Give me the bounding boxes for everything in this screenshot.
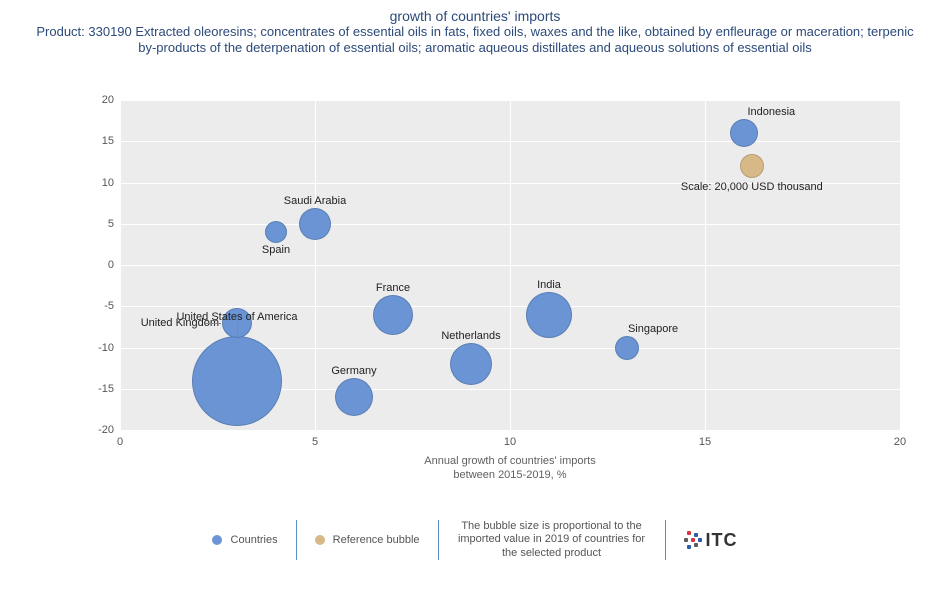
x-tick-label: 15 (699, 436, 711, 448)
legend-separator (665, 520, 666, 560)
y-tick-label: 0 (90, 259, 114, 271)
bubble-label: Germany (331, 365, 376, 377)
y-tick-label: -20 (90, 424, 114, 436)
bubble-india (526, 292, 572, 338)
bubble-label: Indonesia (747, 106, 795, 118)
bubble-germany (335, 378, 373, 416)
itc-logo: ITC (684, 530, 738, 551)
legend-label-reference: Reference bubble (333, 534, 420, 546)
x-tick-label: 20 (894, 436, 906, 448)
legend-separator (296, 520, 297, 560)
bubble-label: Netherlands (441, 330, 500, 342)
bubble-spain (265, 221, 287, 243)
y-tick-label: -15 (90, 383, 114, 395)
chart-title-line1: growth of countries' imports (0, 8, 950, 24)
legend-item-countries: Countries (212, 534, 277, 546)
y-tick-label: 15 (90, 135, 114, 147)
x-axis-title: Annual growth of countries' importsbetwe… (120, 455, 900, 483)
reference-bubble-label: Scale: 20,000 USD thousand (681, 181, 823, 193)
legend-item-reference: Reference bubble (315, 534, 420, 546)
legend-separator (438, 520, 439, 560)
legend-swatch-countries (212, 535, 222, 545)
y-tick-label: 5 (90, 218, 114, 230)
chart-title-block: growth of countries' imports Product: 33… (0, 0, 950, 57)
bubble-label: India (537, 279, 561, 291)
x-tick-label: 5 (312, 436, 318, 448)
plot-area: United States of AmericaUnited KingdomSp… (120, 100, 900, 431)
y-tick-label: 20 (90, 94, 114, 106)
bubble-label: France (376, 282, 410, 294)
bubble-indonesia (730, 119, 758, 147)
legend-note: The bubble size is proportional to the i… (457, 520, 647, 560)
bubble-france (373, 295, 413, 335)
y-tick-label: 10 (90, 177, 114, 189)
bubble-reference (740, 154, 764, 178)
bubble-saudi-arabia (299, 208, 331, 240)
chart-title-line2: Product: 330190 Extracted oleoresins; co… (0, 24, 950, 57)
bubble-label: Singapore (628, 323, 678, 335)
legend-label-countries: Countries (231, 534, 278, 546)
chart-legend: Countries Reference bubble The bubble si… (0, 510, 950, 570)
bubble-label: Saudi Arabia (284, 195, 346, 207)
bubble-netherlands (450, 343, 492, 385)
y-tick-label: -5 (90, 300, 114, 312)
x-tick-label: 10 (504, 436, 516, 448)
bubble-label: Spain (262, 244, 290, 256)
bubble-chart: Annual growth of countries' importsbetwe… (90, 100, 900, 460)
bubble-united-states-of-america (192, 336, 282, 426)
legend-swatch-reference (315, 535, 325, 545)
y-tick-label: -10 (90, 342, 114, 354)
bubble-singapore (615, 336, 639, 360)
itc-logo-text: ITC (706, 530, 738, 551)
x-tick-label: 0 (117, 436, 123, 448)
itc-logo-mark (684, 531, 702, 549)
